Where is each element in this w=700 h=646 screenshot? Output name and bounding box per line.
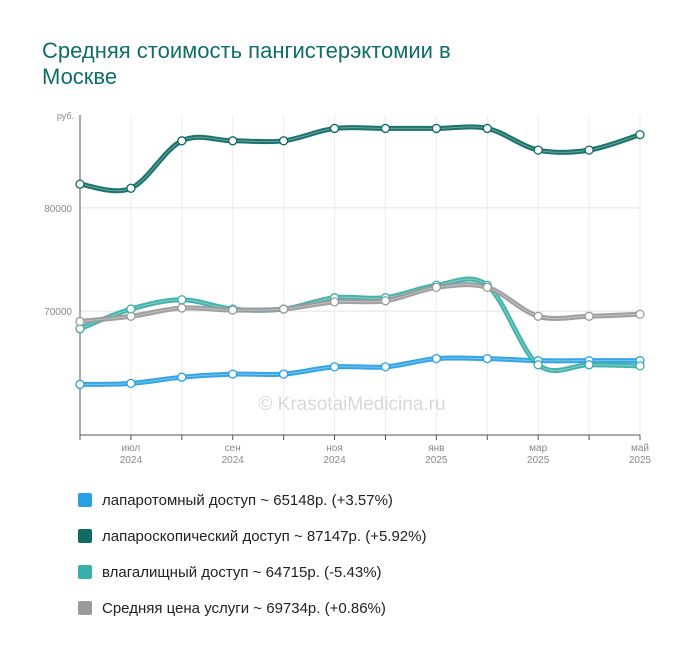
data-point <box>278 369 289 379</box>
legend-swatch <box>78 529 92 543</box>
data-point <box>431 353 442 364</box>
data-point <box>75 316 85 327</box>
data-point <box>126 311 136 321</box>
legend-swatch <box>78 493 92 507</box>
data-point <box>584 145 594 155</box>
legend-label: лапаротомный доступ ~ 65148р. (+3.57%) <box>102 491 393 509</box>
legend-swatch <box>78 565 92 579</box>
data-point <box>482 282 492 293</box>
data-point <box>431 123 442 134</box>
data-point <box>482 353 492 364</box>
data-point <box>482 123 492 134</box>
y-tick-label: 80000 <box>44 204 72 215</box>
x-tick-year: 2025 <box>629 455 652 466</box>
data-point <box>278 304 289 314</box>
data-point <box>75 179 85 189</box>
data-point <box>126 378 136 389</box>
grid-lines <box>80 115 641 435</box>
axes <box>79 115 641 440</box>
data-point <box>533 311 543 321</box>
line-chart: © KrasotaiMedicina.ru 7000080000руб.июл2… <box>44 111 651 466</box>
data-point <box>329 362 340 372</box>
points-group <box>75 123 645 390</box>
data-point <box>228 136 238 146</box>
data-point <box>380 123 391 134</box>
legend-item[interactable]: лапароскопический доступ ~ 87147р. (+5.9… <box>78 518 427 554</box>
data-point <box>177 136 187 146</box>
x-tick-label: июл <box>122 443 141 454</box>
x-tick-label: мар <box>529 443 547 454</box>
x-tick-year: 2024 <box>323 455 346 466</box>
legend-item[interactable]: лапаротомный доступ ~ 65148р. (+3.57%) <box>78 482 427 518</box>
x-tick-label: май <box>631 443 649 454</box>
series-line <box>77 276 643 374</box>
data-point <box>635 129 645 140</box>
data-point <box>177 372 187 382</box>
data-point <box>431 282 442 293</box>
data-point <box>177 295 187 305</box>
data-point <box>635 309 645 319</box>
chart-title: Средняя стоимость пангистерэктомии в Мос… <box>42 38 451 89</box>
data-point <box>228 305 238 315</box>
data-point <box>380 362 391 372</box>
x-tick-year: 2024 <box>120 455 143 466</box>
legend-item[interactable]: Средняя цена услуги ~ 69734р. (+0.86%) <box>78 590 427 626</box>
data-point <box>126 183 136 193</box>
data-point <box>584 311 594 321</box>
tick-labels: 7000080000руб.июл2024сен2024ноя2024янв20… <box>44 111 651 466</box>
x-tick-label: янв <box>428 443 444 454</box>
legend-label: влагалищный доступ ~ 64715р. (-5.43%) <box>102 563 382 581</box>
data-point <box>584 360 594 370</box>
legend-label: Средняя цена услуги ~ 69734р. (+0.86%) <box>102 599 386 617</box>
watermark: © KrasotaiMedicina.ru <box>258 394 445 415</box>
legend-label: лапароскопический доступ ~ 87147р. (+5.9… <box>102 527 427 545</box>
data-point <box>228 369 238 379</box>
data-point <box>533 360 543 370</box>
y-tick-label: 70000 <box>44 307 72 318</box>
x-tick-label: сен <box>225 443 241 454</box>
data-point <box>635 361 645 371</box>
series-group <box>77 124 643 387</box>
data-point <box>75 379 85 390</box>
data-point <box>177 303 187 313</box>
x-tick-label: ноя <box>326 443 343 454</box>
series-line <box>77 124 643 194</box>
data-point <box>329 123 340 134</box>
series-line-highlight <box>79 278 641 372</box>
data-point <box>380 296 391 306</box>
x-tick-year: 2025 <box>425 455 448 466</box>
y-unit-label: руб. <box>57 111 74 121</box>
data-point <box>329 297 340 307</box>
legend: лапаротомный доступ ~ 65148р. (+3.57%) л… <box>78 482 427 626</box>
legend-swatch <box>78 601 92 615</box>
data-point <box>533 145 543 155</box>
data-point <box>278 136 289 146</box>
x-tick-year: 2024 <box>222 455 245 466</box>
x-tick-year: 2025 <box>527 455 550 466</box>
legend-item[interactable]: влагалищный доступ ~ 64715р. (-5.43%) <box>78 554 427 590</box>
